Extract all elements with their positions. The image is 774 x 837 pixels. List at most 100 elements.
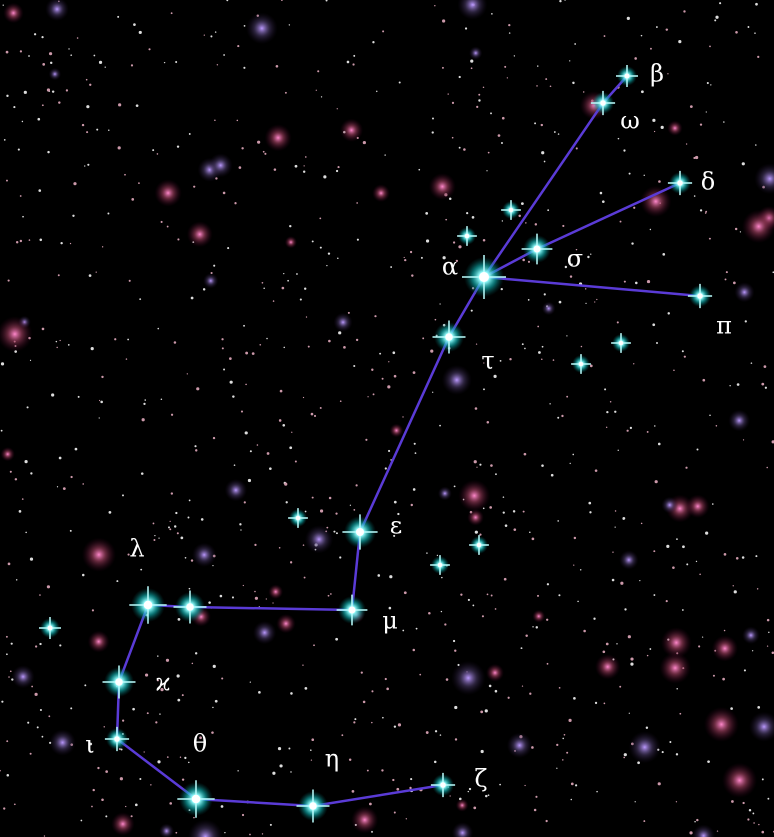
faint-star <box>458 245 461 248</box>
faint-star <box>685 467 687 469</box>
faint-star <box>341 734 343 736</box>
faint-star <box>547 209 549 211</box>
faint-star <box>754 32 756 34</box>
faint-star <box>501 288 503 290</box>
faint-star <box>767 619 770 622</box>
faint-star <box>606 411 608 413</box>
faint-star <box>590 254 591 255</box>
faint-star <box>38 189 41 192</box>
faint-star <box>513 510 515 512</box>
faint-star <box>503 496 505 498</box>
faint-star <box>263 288 265 290</box>
faint-star <box>676 688 678 690</box>
faint-star <box>254 591 256 593</box>
faint-star <box>471 310 473 312</box>
star-core <box>115 678 123 686</box>
faint-star <box>444 623 446 625</box>
faint-star <box>266 598 267 599</box>
faint-star <box>158 537 159 538</box>
faint-star <box>737 383 740 386</box>
faint-star <box>633 207 635 209</box>
faint-star <box>676 801 677 802</box>
nebula-glow <box>712 635 738 661</box>
faint-star <box>509 32 510 33</box>
faint-star <box>196 387 199 390</box>
faint-star <box>707 760 710 763</box>
faint-star <box>242 814 244 816</box>
faint-star <box>583 630 586 633</box>
faint-star <box>698 645 700 647</box>
faint-star <box>132 708 135 711</box>
faint-star <box>182 778 184 780</box>
faint-star <box>595 469 598 472</box>
faint-star <box>696 819 698 821</box>
star-label: ε <box>390 512 402 540</box>
faint-star <box>328 595 330 597</box>
faint-star <box>245 431 248 434</box>
faint-star <box>237 45 239 47</box>
faint-star <box>282 424 285 427</box>
faint-star <box>363 141 366 144</box>
faint-star <box>305 687 308 690</box>
faint-star <box>289 225 291 227</box>
faint-star <box>662 751 664 753</box>
faint-star <box>487 593 489 595</box>
faint-star <box>101 376 103 378</box>
faint-star <box>339 556 341 558</box>
faint-star <box>70 530 72 532</box>
faint-star <box>42 736 44 738</box>
faint-star <box>472 604 474 606</box>
faint-star <box>120 777 123 780</box>
faint-star <box>528 261 530 263</box>
faint-star <box>266 338 268 340</box>
faint-star <box>27 406 29 408</box>
faint-star <box>416 628 418 630</box>
faint-star <box>379 353 381 355</box>
faint-star <box>622 518 624 520</box>
faint-star <box>561 415 563 417</box>
faint-star <box>304 577 306 579</box>
faint-star <box>588 502 591 505</box>
faint-star <box>435 730 437 732</box>
faint-star <box>291 432 292 433</box>
faint-star <box>150 784 151 785</box>
faint-star <box>24 460 27 463</box>
faint-star <box>536 626 538 628</box>
faint-star <box>175 832 177 834</box>
faint-star <box>452 102 454 104</box>
faint-star <box>159 713 160 714</box>
faint-star <box>466 212 468 214</box>
star-core <box>114 736 120 742</box>
faint-star <box>541 358 543 360</box>
faint-star <box>58 274 60 276</box>
faint-star <box>394 375 397 378</box>
faint-star <box>6 95 8 97</box>
faint-star <box>274 168 276 170</box>
faint-star <box>388 450 390 452</box>
nebula-glow <box>742 626 760 644</box>
faint-star <box>215 31 216 32</box>
faint-star <box>188 762 190 764</box>
faint-star <box>356 339 358 341</box>
faint-star <box>131 64 133 66</box>
faint-star <box>212 565 213 566</box>
faint-star <box>84 165 85 166</box>
faint-star <box>385 467 387 469</box>
faint-star <box>655 480 658 483</box>
faint-star <box>683 10 685 12</box>
faint-star <box>392 351 395 354</box>
faint-star <box>761 831 764 834</box>
faint-star <box>495 608 497 610</box>
nebula-glow <box>661 497 678 514</box>
faint-star <box>296 273 298 275</box>
faint-star <box>522 343 524 345</box>
faint-star <box>295 460 297 462</box>
faint-star <box>177 238 179 240</box>
faint-star <box>620 582 623 585</box>
faint-star <box>193 186 195 188</box>
faint-star <box>647 280 650 283</box>
faint-star <box>535 796 537 798</box>
faint-star <box>139 31 142 34</box>
faint-star <box>316 90 317 91</box>
faint-star <box>56 347 57 348</box>
